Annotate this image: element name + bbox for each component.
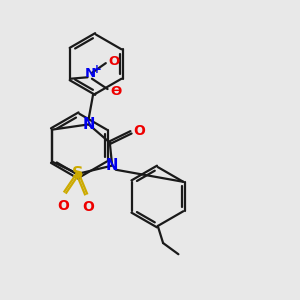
Text: +: + (92, 63, 102, 76)
Text: O: O (58, 199, 70, 213)
Text: −: − (112, 84, 122, 97)
Text: O: O (109, 55, 120, 68)
Text: O: O (82, 200, 94, 214)
Text: N: N (82, 117, 95, 132)
Text: S: S (72, 166, 83, 181)
Text: N: N (85, 67, 96, 80)
Text: N: N (106, 158, 118, 173)
Text: O: O (110, 85, 121, 98)
Text: O: O (134, 124, 145, 138)
